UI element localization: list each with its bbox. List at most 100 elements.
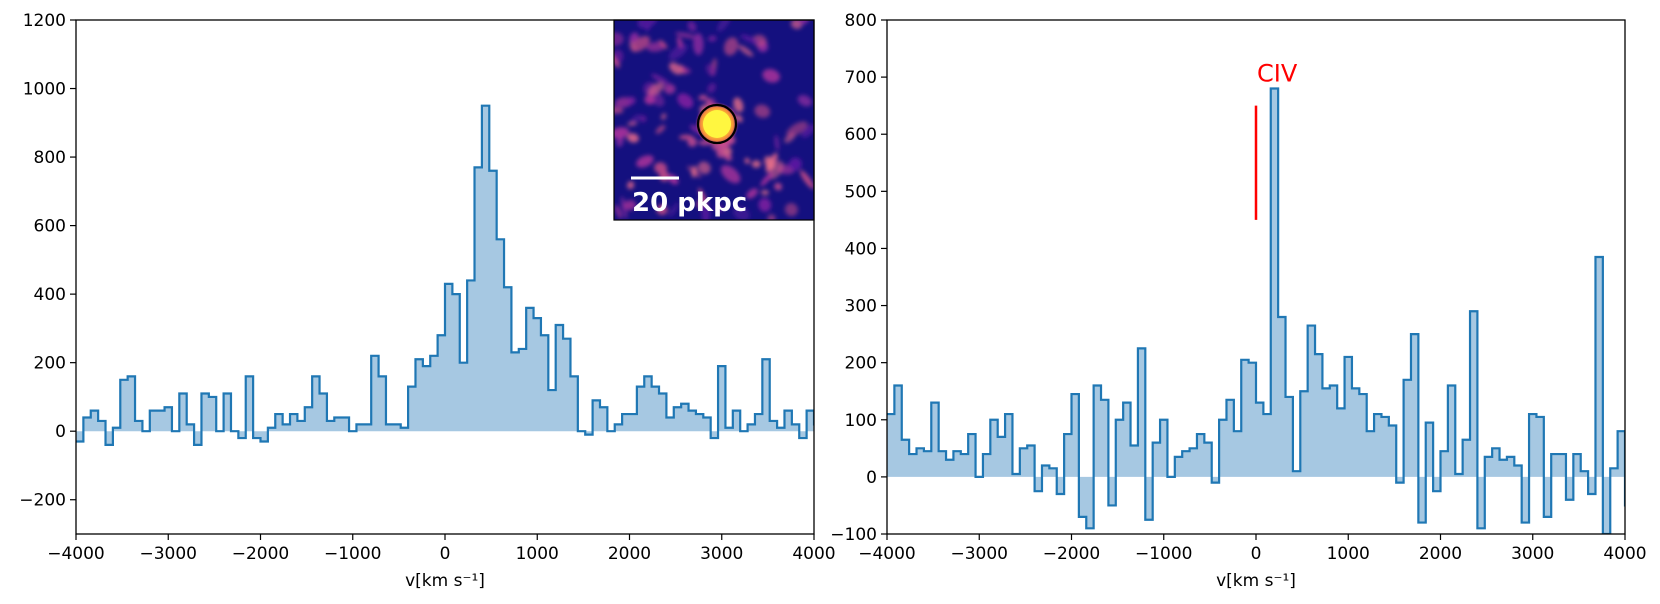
inset-noise-blob [614, 106, 624, 114]
inset-noise-blob [647, 82, 664, 96]
left-x-tick-label: 1000 [516, 544, 559, 564]
inset-noise-blob [675, 32, 697, 39]
inset-noise-blob [629, 114, 641, 125]
inset-noise-blob [623, 200, 637, 211]
inset-noise-blob [800, 170, 814, 190]
inset-noise-blob [705, 63, 717, 77]
inset-noise-blob [687, 21, 697, 32]
inset-noise-blob [681, 66, 691, 74]
left-y-axis: −200 0 200 400 600 800 1000 1200 [19, 11, 76, 511]
right-y-tick-label: 400 [845, 239, 877, 259]
inset-noise-blob [707, 82, 717, 94]
right-y-tick-label: 300 [845, 297, 877, 317]
inset-noise-blob [738, 44, 754, 57]
inset-aperture-circle [696, 103, 738, 145]
inset-noise-blob [660, 113, 667, 121]
inset-image: 20 pkpc [613, 19, 815, 221]
right-x-tick-label: 3000 [1511, 544, 1554, 564]
inset-noise-blob [754, 104, 771, 118]
left-x-tick-label: 2000 [608, 544, 651, 564]
inset-noise-blob [786, 121, 808, 137]
left-x-tick-label: 4000 [792, 544, 835, 564]
inset-noise-blob [691, 165, 697, 178]
inset-noise-blob [740, 34, 759, 44]
right-x-tick-label: 0 [1251, 544, 1262, 564]
inset-noise-blob [627, 121, 638, 126]
right-y-tick-label: 500 [845, 182, 877, 202]
inset-noise-blob [746, 188, 759, 199]
right-x-tick-label: 1000 [1327, 544, 1370, 564]
inset-noise-blob [767, 214, 776, 220]
inset-noise-blob [677, 93, 694, 109]
inset-noise-blob [751, 160, 761, 168]
left-y-tick-label: 200 [34, 354, 66, 374]
inset-noise-blob [733, 97, 744, 113]
right-y-tick-label: 100 [845, 411, 877, 431]
inset-noise-blob [614, 204, 622, 220]
left-y-tick-label: 600 [34, 217, 66, 237]
inset-noise-blob [639, 115, 647, 123]
right-y-tick-label: 800 [845, 11, 877, 31]
inset-noise-blob [707, 35, 717, 42]
left-x-tick-label: −1000 [324, 544, 382, 564]
right-x-tick-label: −1000 [1135, 544, 1193, 564]
inset-noise-blob [696, 199, 703, 209]
inset-noise-blob [697, 161, 711, 175]
right-y-tick-label: 700 [845, 68, 877, 88]
left-y-tick-label: 0 [55, 422, 66, 442]
right-x-axis: −4000 −3000 −2000 −1000 0 1000 2000 3000 4000 [858, 534, 1647, 564]
inset-noise-blob [644, 94, 656, 105]
right-x-tick-label: −4000 [858, 544, 916, 564]
civ-label: CIV [1257, 60, 1298, 88]
right-spectrum-line [887, 87, 1625, 534]
inset-noise-blob [654, 162, 668, 174]
inset-noise-blob [774, 135, 780, 151]
inset-source-core [703, 110, 731, 138]
inset-noise-blob [651, 73, 670, 85]
left-x-axis-label: v[km s⁻¹] [405, 571, 485, 591]
left-y-tick-label: 800 [34, 148, 66, 168]
inset-noise-blob [656, 204, 668, 215]
inset-noise-blob [701, 202, 710, 220]
left-spectrum-line [76, 104, 814, 447]
right-spectrum-panel: CIV −4000 −3000 −2000 −1000 0 1000 2000 3000 400… [830, 11, 1647, 591]
inset-noise-blob [668, 43, 688, 60]
right-y-tick-label: 200 [845, 354, 877, 374]
inset-noise-blob [758, 197, 772, 212]
inset-noise-blob [698, 94, 708, 101]
inset-noise-blob [668, 202, 679, 218]
inset-noise-blob [687, 137, 698, 147]
inset-noise-blob [788, 157, 802, 171]
inset-noise-blob [723, 37, 739, 56]
inset-noise-blob [774, 182, 783, 191]
inset-noise-blob [720, 165, 741, 184]
left-y-tick-label: 400 [34, 285, 66, 305]
inset-noise-blob [676, 36, 683, 49]
inset-noise-blob [760, 190, 770, 195]
inset-noise-blob [636, 155, 654, 168]
inset-scale-label: 20 pkpc [632, 188, 747, 218]
right-y-tick-label: 600 [845, 125, 877, 145]
inset-noise-blob [797, 94, 812, 107]
inset-noise-blob [717, 20, 731, 32]
left-spectrum-panel: 20 pkpc −4000 −3000 −2000 −1000 0 1000 2000 300… [19, 11, 836, 591]
inset-noise-blob [723, 153, 733, 161]
right-x-tick-label: −3000 [950, 544, 1008, 564]
left-x-axis: −4000 −3000 −2000 −1000 0 1000 2000 3000 4000 [47, 534, 836, 564]
right-x-tick-label: 2000 [1419, 544, 1462, 564]
inset-noise-blob [655, 124, 666, 134]
left-x-tick-label: −4000 [47, 544, 105, 564]
inset-noise-blob [698, 187, 708, 206]
inset-noise-blob [762, 68, 781, 83]
inset-noise-blob [614, 127, 630, 139]
left-x-tick-label: 0 [440, 544, 451, 564]
left-y-tick-label: −200 [19, 491, 66, 511]
left-x-tick-label: −2000 [232, 544, 290, 564]
inset-noise-blob [614, 32, 624, 47]
right-y-axis: −100 0 100 200 300 400 500 600 700 800 [830, 11, 887, 545]
inset-noise-blob [626, 96, 636, 105]
right-x-tick-label: 4000 [1603, 544, 1646, 564]
inset-noise-blob [620, 196, 628, 220]
inset-noise-blob [664, 83, 676, 95]
inset-noise-blob [764, 156, 775, 170]
